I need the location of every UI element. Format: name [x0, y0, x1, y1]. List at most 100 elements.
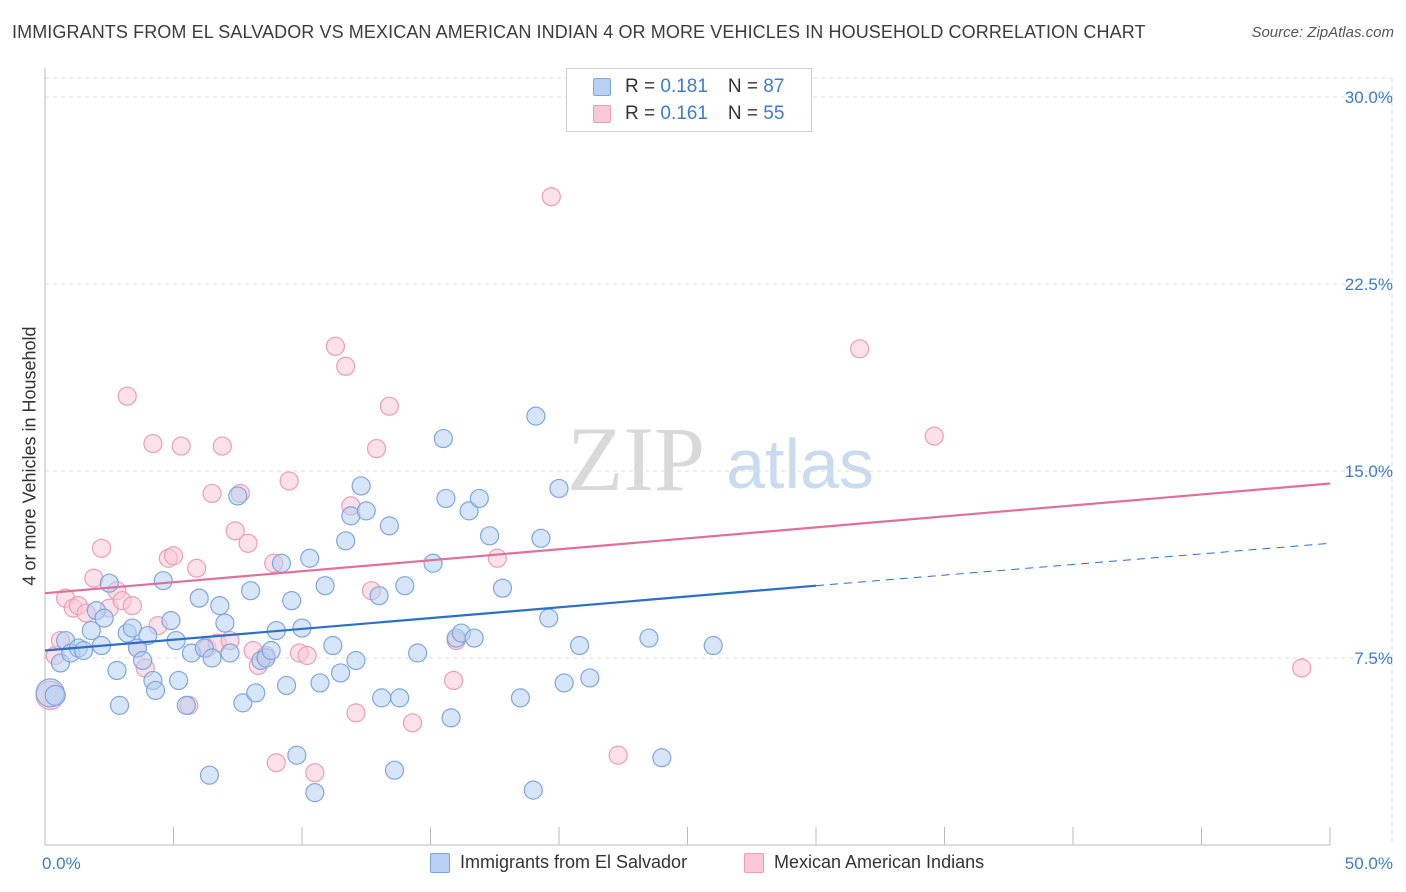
data-point	[202, 483, 222, 504]
y-tick-label: 15.0%	[1345, 462, 1393, 481]
y-tick-label: 30.0%	[1345, 88, 1393, 107]
data-point	[169, 670, 189, 691]
data-point	[133, 650, 153, 671]
data-point	[402, 713, 423, 733]
data-point	[44, 684, 66, 707]
y-tick-label: 7.5%	[1354, 649, 1393, 668]
data-point	[492, 578, 513, 598]
data-point	[379, 396, 399, 416]
data-point	[554, 673, 574, 693]
data-point	[176, 695, 196, 715]
data-point	[441, 708, 461, 728]
data-point	[109, 695, 130, 715]
legend-n-label: N =	[727, 76, 764, 97]
data-point	[924, 426, 944, 446]
data-point	[531, 528, 551, 548]
data-point	[369, 586, 389, 606]
data-point	[444, 670, 464, 691]
bottom-legend-label: Mexican American Indians	[774, 852, 985, 872]
data-point	[372, 688, 392, 708]
data-point	[279, 471, 299, 491]
data-point	[1292, 658, 1312, 678]
data-point	[220, 643, 240, 663]
watermark-atlas: atlas	[726, 425, 874, 503]
data-point	[541, 187, 561, 207]
data-point	[122, 596, 142, 616]
data-point	[330, 663, 351, 683]
data-point	[436, 488, 456, 509]
data-point	[187, 558, 207, 578]
data-point	[608, 745, 628, 765]
legend-swatch-pink	[593, 105, 611, 123]
legend-r-value: 0.181	[660, 76, 708, 97]
data-point	[323, 635, 343, 656]
data-point	[122, 618, 142, 638]
legend-r-label: R =	[625, 103, 661, 124]
data-point	[99, 573, 119, 593]
data-point	[228, 486, 248, 506]
x-tick-label: 0.0%	[42, 854, 81, 873]
watermark-zip: ZIP	[567, 408, 705, 510]
data-point	[408, 643, 428, 663]
data-point	[395, 576, 415, 596]
data-point	[199, 765, 220, 785]
grid-lines	[45, 77, 1393, 845]
bottom-legend-label: Immigrants from El Salvador	[460, 852, 688, 872]
data-point	[153, 571, 173, 591]
data-point	[336, 531, 356, 551]
legend-n-value: 87	[763, 76, 785, 97]
source-credit: Source: ZipAtlas.com	[1251, 24, 1394, 41]
data-point	[464, 628, 484, 648]
data-point	[433, 428, 453, 449]
data-point	[390, 688, 410, 708]
data-point	[459, 501, 479, 521]
data-point	[366, 438, 387, 459]
data-point	[300, 548, 320, 568]
legend-n-label: N =	[727, 103, 764, 124]
y-tick-label: 22.5%	[1345, 275, 1393, 294]
x-tick-label: 50.0%	[1345, 854, 1393, 873]
data-point	[117, 386, 137, 406]
data-point	[310, 673, 330, 693]
data-point	[297, 645, 317, 666]
data-point	[138, 625, 158, 646]
data-point	[238, 533, 258, 553]
legend-n-value: 55	[763, 103, 785, 124]
data-point	[356, 501, 376, 521]
data-point	[266, 753, 286, 773]
data-point	[384, 760, 405, 780]
data-point	[189, 588, 209, 608]
data-point	[305, 783, 325, 803]
data-point	[161, 610, 181, 631]
data-point	[469, 488, 489, 509]
data-point	[261, 640, 281, 661]
data-point	[282, 591, 302, 611]
trend-lines	[44, 482, 1331, 652]
data-point	[325, 336, 346, 356]
data-point	[225, 521, 245, 541]
data-point	[423, 553, 443, 573]
bottom-legend-swatch-blue	[430, 852, 450, 873]
data-point	[171, 436, 191, 456]
data-point	[580, 668, 600, 688]
data-point	[549, 478, 569, 499]
axes	[44, 68, 1331, 846]
bottom-legend-swatch-pink	[744, 852, 764, 873]
data-point	[639, 628, 659, 648]
trend-line-el-salvador-extension	[815, 542, 1331, 587]
data-point	[523, 780, 543, 800]
data-point	[94, 608, 114, 628]
data-point	[287, 745, 307, 765]
data-point	[212, 436, 232, 456]
bottom-legend-el-salvador: Immigrants from El Salvador	[430, 852, 687, 873]
legend-swatch-blue	[593, 78, 611, 96]
y-axis-label: 4 or more Vehicles in Household	[19, 326, 40, 586]
y-tick-labels: 7.5% 15.0% 22.5% 30.0%	[1345, 88, 1393, 668]
data-point	[351, 476, 371, 496]
data-point	[81, 620, 101, 641]
data-point	[210, 596, 230, 616]
data-point	[703, 635, 723, 656]
x-tick-labels: 0.0% 50.0%	[42, 854, 1393, 873]
data-point	[526, 406, 546, 426]
data-point	[487, 548, 507, 568]
